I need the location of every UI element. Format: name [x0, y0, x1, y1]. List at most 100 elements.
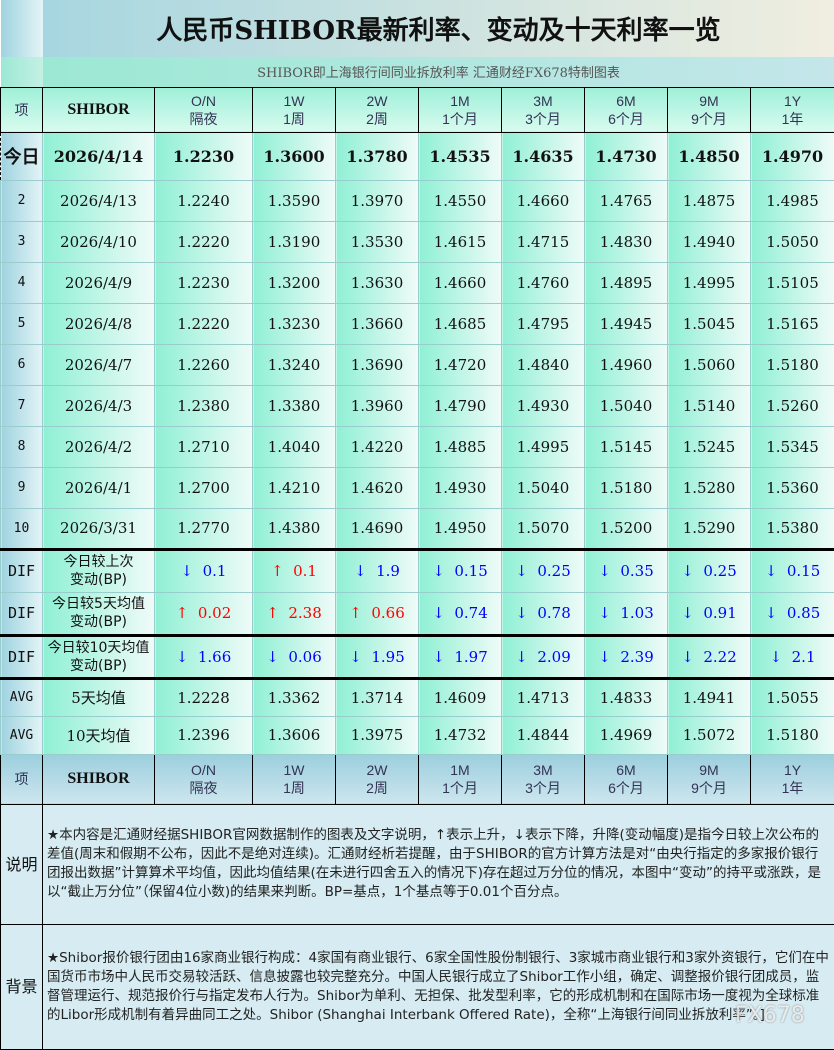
rate-cell: 1.3380 — [253, 385, 336, 426]
dif-value: 1.9 — [376, 562, 400, 580]
dif-value: 2.1 — [792, 648, 816, 666]
tenor-name: 隔夜 — [155, 110, 252, 128]
row-index: 4 — [1, 262, 43, 303]
row-date: 2026/4/10 — [43, 221, 155, 262]
avg-cell: 1.3975 — [336, 716, 419, 754]
tenor-code: 1Y — [751, 92, 834, 110]
dif-value: 1.66 — [198, 648, 231, 666]
tenor-name: 1周 — [253, 110, 335, 128]
dif-label-line: 今日较上次 — [43, 553, 154, 571]
dif-tag: DIF — [1, 549, 43, 592]
dif-value: 0.35 — [620, 562, 653, 580]
dif-value: 0.25 — [703, 562, 736, 580]
avg-cell: 1.4713 — [502, 678, 585, 716]
rate-cell: 1.3190 — [253, 221, 336, 262]
dif-cell: ↓ 1.66 — [155, 635, 253, 678]
rate-cell: 1.5180 — [585, 467, 668, 508]
rate-cell: 1.4535 — [419, 132, 502, 180]
dif-cell: ↑ 2.38 — [253, 592, 336, 635]
row-index: 6 — [1, 344, 43, 385]
rate-cell: 1.3240 — [253, 344, 336, 385]
dif-value: 0.1 — [203, 562, 227, 580]
row-date: 2026/4/7 — [43, 344, 155, 385]
avg-cell: 1.4844 — [502, 716, 585, 754]
tenor-name: 1个月 — [419, 779, 501, 797]
dif-cell: ↓ 1.97 — [419, 635, 502, 678]
arrow-down-icon: ↓ — [354, 562, 367, 580]
arrow-down-icon: ↓ — [598, 648, 611, 666]
tenor-name: 2周 — [336, 110, 418, 128]
arrow-down-icon: ↓ — [432, 648, 445, 666]
dif-label-line: 今日较10天均值 — [43, 639, 154, 657]
rate-cell: 1.4850 — [668, 132, 751, 180]
dif-cell: ↓ 2.39 — [585, 635, 668, 678]
rate-cell: 1.4950 — [419, 508, 502, 549]
tenor-name: 9个月 — [668, 110, 750, 128]
rate-cell: 1.2770 — [155, 508, 253, 549]
dif-cell: ↓ 0.06 — [253, 635, 336, 678]
rate-cell: 1.4220 — [336, 426, 419, 467]
rate-cell: 1.4930 — [502, 385, 585, 426]
tenor-code: 3M — [502, 92, 584, 110]
dif-cell: ↓ 0.25 — [668, 549, 751, 592]
dif-value: 2.09 — [537, 648, 570, 666]
dif-label: 今日较10天均值变动(BP) — [43, 635, 155, 678]
note-row: 说明★本内容是汇通财经据SHIBOR官网数据制作的图表及文字说明，↑表示上升，↓… — [1, 804, 834, 924]
arrow-up-icon: ↑ — [349, 604, 362, 622]
dif-value: 0.06 — [288, 648, 321, 666]
rate-cell: 1.4720 — [419, 344, 502, 385]
rate-cell: 1.3690 — [336, 344, 419, 385]
tenor-name: 2周 — [336, 779, 418, 797]
rate-cell: 1.5070 — [502, 508, 585, 549]
rate-cell: 1.4995 — [668, 262, 751, 303]
avg-cell: 1.5072 — [668, 716, 751, 754]
arrow-down-icon: ↓ — [681, 648, 694, 666]
dif-cell: ↓ 0.74 — [419, 592, 502, 635]
rate-cell: 1.2220 — [155, 221, 253, 262]
arrow-up-icon: ↑ — [176, 604, 189, 622]
rate-cell: 1.4985 — [751, 180, 834, 221]
arrow-down-icon: ↓ — [266, 648, 279, 666]
dif-label-line: 今日较5天均值 — [43, 595, 154, 613]
dif-cell: ↑ 0.02 — [155, 592, 253, 635]
row-index: 7 — [1, 385, 43, 426]
tenor-name: 1年 — [751, 779, 834, 797]
rate-cell: 1.4875 — [668, 180, 751, 221]
rate-cell: 1.3200 — [253, 262, 336, 303]
rate-cell: 1.4730 — [585, 132, 668, 180]
dif-value: 0.78 — [537, 604, 570, 622]
row-date: 2026/4/9 — [43, 262, 155, 303]
today-date: 2026/4/14 — [43, 132, 155, 180]
tenor-name: 1个月 — [419, 110, 501, 128]
tenor-name: 3个月 — [502, 110, 584, 128]
rate-cell: 1.5290 — [668, 508, 751, 549]
dif-value: 2.39 — [620, 648, 653, 666]
rate-cell: 1.5280 — [668, 467, 751, 508]
dif-value: 2.38 — [288, 604, 321, 622]
dif-value: 2.22 — [703, 648, 736, 666]
avg-cell: 1.3606 — [253, 716, 336, 754]
header-shibor-label: SHIBOR — [43, 87, 155, 132]
avg-cell: 1.4833 — [585, 678, 668, 716]
rate-cell: 1.5060 — [668, 344, 751, 385]
dif-label-line: 变动(BP) — [43, 613, 154, 631]
arrow-down-icon: ↓ — [770, 648, 783, 666]
rate-cell: 1.4620 — [336, 467, 419, 508]
header-item-label: 项 — [1, 754, 43, 804]
row-index: 10 — [1, 508, 43, 549]
dif-value: 0.25 — [537, 562, 570, 580]
arrow-down-icon: ↓ — [598, 562, 611, 580]
tenor-code: 6M — [585, 92, 667, 110]
